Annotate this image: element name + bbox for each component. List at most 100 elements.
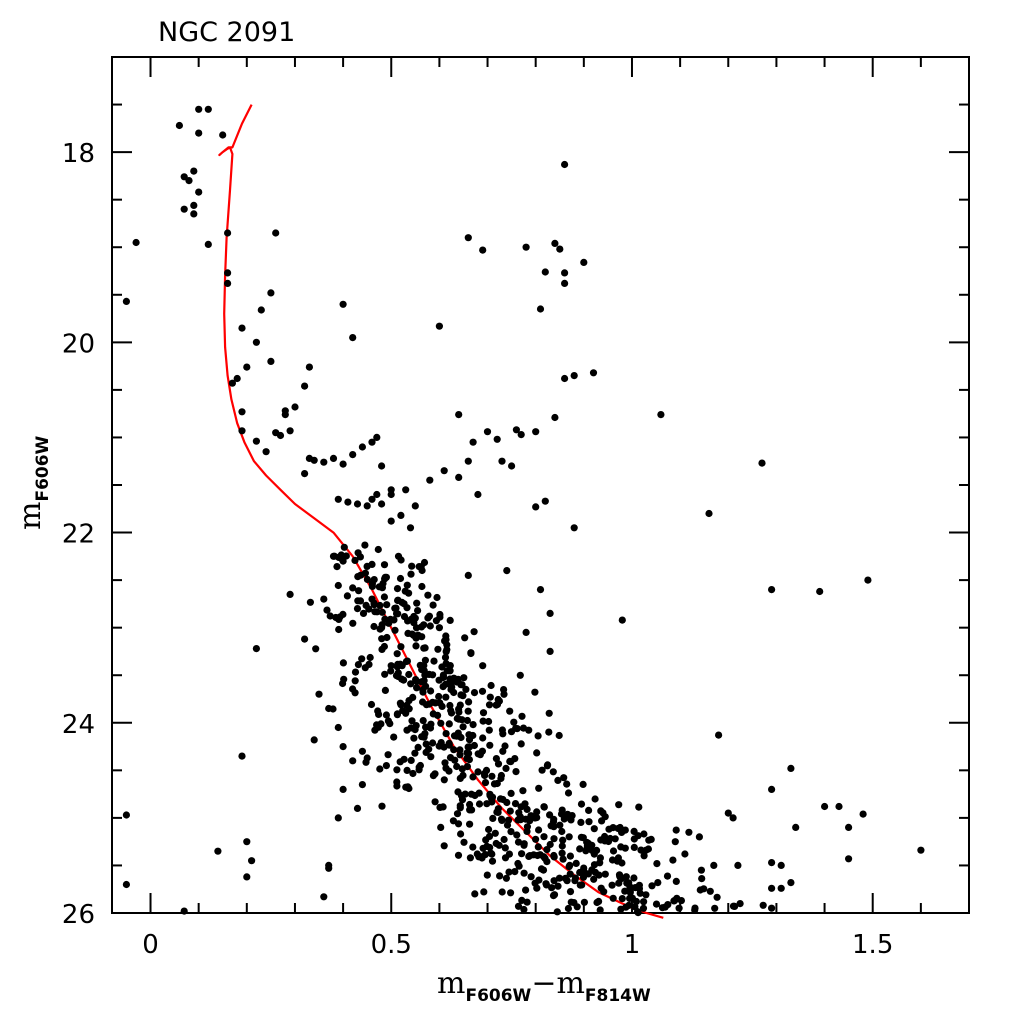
star-point	[615, 801, 623, 809]
star-point	[454, 675, 462, 684]
star-point	[429, 739, 437, 747]
star-point	[663, 872, 672, 880]
star-point	[408, 717, 416, 725]
star-point	[491, 829, 499, 837]
star-point	[426, 476, 434, 484]
star-point	[601, 870, 609, 878]
star-point	[566, 861, 574, 870]
star-point	[546, 609, 554, 618]
star-point	[821, 802, 829, 811]
star-point	[257, 306, 265, 314]
star-point	[768, 904, 776, 912]
star-point	[501, 854, 510, 862]
star-point	[469, 843, 477, 851]
star-point	[580, 258, 588, 266]
star-point	[631, 884, 639, 892]
star-point	[464, 234, 472, 242]
star-point	[391, 604, 399, 612]
star-point	[554, 776, 562, 785]
star-point	[349, 685, 357, 693]
star-point	[859, 810, 867, 818]
star-point	[427, 720, 435, 728]
star-point	[588, 846, 596, 854]
star-point	[560, 774, 568, 782]
star-point	[383, 601, 391, 609]
star-point	[768, 884, 776, 892]
star-point	[363, 575, 371, 584]
star-point	[361, 569, 369, 577]
star-point	[506, 807, 514, 815]
star-point	[362, 601, 370, 610]
star-point	[353, 605, 362, 613]
star-point	[405, 784, 413, 793]
star-point	[353, 804, 362, 813]
star-point	[474, 490, 482, 499]
star-point	[577, 818, 585, 827]
star-point	[351, 677, 359, 685]
star-point	[672, 877, 680, 886]
star-point	[488, 857, 497, 865]
star-point	[501, 844, 509, 852]
star-point	[349, 619, 357, 627]
star-point	[579, 873, 588, 881]
star-point	[410, 734, 418, 742]
star-point	[483, 428, 492, 436]
star-point	[437, 719, 445, 727]
star-point	[397, 511, 405, 519]
star-point	[407, 680, 415, 688]
star-point	[418, 666, 426, 674]
star-point	[705, 509, 713, 518]
star-point	[596, 859, 604, 867]
star-point	[538, 766, 546, 774]
star-point	[642, 846, 650, 854]
star-point	[563, 780, 571, 788]
star-point	[768, 859, 776, 867]
star-point	[485, 701, 494, 709]
star-point	[654, 879, 662, 887]
star-point	[434, 645, 442, 653]
star-point	[417, 563, 425, 571]
star-point	[558, 842, 566, 850]
star-point	[458, 796, 467, 804]
star-point	[570, 372, 578, 380]
star-point	[545, 709, 553, 717]
star-point	[470, 689, 479, 697]
star-point	[195, 188, 203, 196]
star-point	[410, 619, 418, 627]
star-point	[409, 693, 417, 702]
star-point	[758, 459, 766, 467]
x-tick-label: 1	[624, 930, 641, 960]
star-point	[190, 167, 198, 175]
star-point	[427, 753, 435, 761]
star-point	[535, 876, 543, 884]
star-point	[351, 556, 359, 565]
star-point	[430, 657, 438, 665]
star-point	[497, 774, 505, 783]
star-point	[615, 879, 623, 887]
star-point	[403, 766, 411, 775]
star-point	[454, 820, 463, 828]
star-point	[516, 813, 524, 821]
star-point	[470, 628, 478, 636]
star-point	[437, 823, 445, 832]
star-point	[479, 709, 488, 717]
star-point	[366, 653, 374, 662]
x-tick-label: 0	[142, 930, 159, 960]
star-point	[466, 820, 474, 828]
star-point	[464, 571, 472, 580]
star-point	[498, 726, 506, 734]
star-point	[479, 734, 487, 742]
star-point	[445, 739, 453, 748]
star-point	[496, 872, 504, 880]
star-point	[488, 772, 496, 780]
star-point	[630, 827, 638, 836]
star-point	[412, 642, 420, 650]
star-point	[493, 700, 502, 709]
star-point	[792, 823, 800, 832]
star-point	[195, 129, 203, 137]
star-point	[286, 590, 294, 599]
star-point	[354, 573, 362, 581]
isochrone-line	[218, 104, 664, 919]
star-point	[419, 688, 427, 696]
